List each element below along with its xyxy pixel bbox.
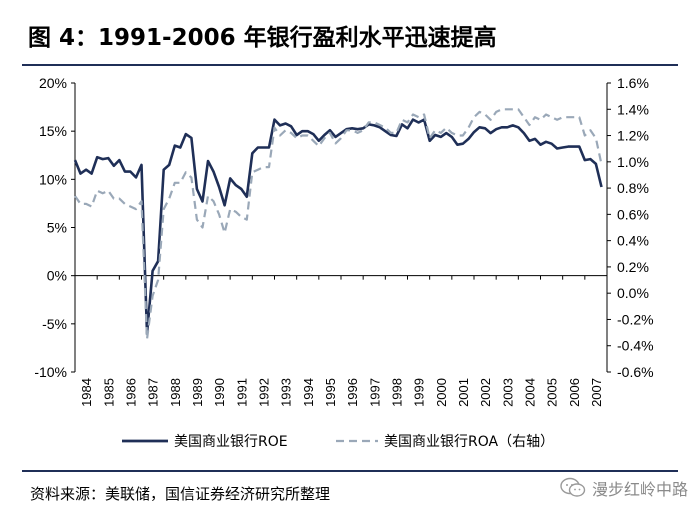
right-axis-ticks: 1.6% 1.4% 1.2% 1.0% 0.8% 0.6% 0.4% 0.2% 0.0% -0.2… [607, 75, 654, 380]
watermark: 漫步红岭中路 [560, 476, 688, 500]
left-tick-label: 5% [47, 220, 67, 236]
x-tick-label: 2005 [545, 378, 560, 407]
top-divider [22, 64, 678, 66]
right-tick-label: 1.2% [617, 128, 649, 144]
legend-roe-label: 美国商业银行ROE [174, 434, 288, 450]
x-tick-label: 1990 [212, 378, 227, 407]
right-tick-label: 1.6% [617, 75, 649, 91]
right-tick-label: 0.4% [617, 233, 649, 249]
x-tick-label: 2007 [589, 378, 604, 407]
left-tick-label: 20% [39, 75, 67, 91]
x-tick-label: 1984 [79, 378, 94, 407]
right-tick-label: 0.2% [617, 259, 649, 275]
x-tick-label: 2003 [500, 378, 515, 407]
title-bar: 图 4：1991-2006 年银行盈利水平迅速提高 [22, 5, 678, 65]
x-tick-label: 1989 [190, 378, 205, 407]
roa-line [74, 108, 603, 341]
x-tick-label: 1985 [101, 378, 116, 407]
x-tick-label: 2001 [456, 378, 471, 407]
legend-roa-label: 美国商业银行ROA（右轴） [384, 434, 554, 450]
right-tick-label: -0.2% [617, 311, 654, 327]
legend: 美国商业银行ROE 美国商业银行ROA（右轴） [122, 434, 554, 450]
x-tick-label: 1998 [389, 378, 404, 407]
chat-bubble-icon [560, 477, 586, 497]
source-note: 资料来源：美联储，国信证券经济研究所整理 [30, 485, 331, 503]
x-tick-label: 1996 [345, 378, 360, 407]
x-tick-label: 1999 [412, 378, 427, 407]
right-tick-label: 1.0% [617, 154, 649, 170]
x-tick-label: 1994 [301, 378, 316, 407]
watermark-text: 漫步红岭中路 [591, 480, 688, 499]
x-axis-ticks: 1984 1985 1986 1987 1988 1989 1990 1991 1992 1993… [74, 275, 608, 407]
right-tick-label: -0.4% [617, 338, 654, 354]
left-tick-label: -5% [42, 316, 67, 332]
x-tick-label: 1986 [123, 378, 138, 407]
left-tick-label: 10% [39, 171, 67, 187]
right-tick-label: 0.0% [617, 285, 649, 301]
right-tick-label: -0.6% [617, 364, 654, 380]
roe-roa-chart: 20% 15% 10% 5% 0% -5% -10% 1.6% 1.4% 1.2% 1.0% 0.8… [34, 75, 654, 450]
x-tick-label: 2006 [567, 378, 582, 407]
axes [74, 83, 608, 372]
x-tick-label: 1997 [367, 378, 382, 407]
x-tick-label: 2000 [434, 378, 449, 407]
left-tick-label: 0% [47, 268, 67, 284]
bottom-divider [22, 470, 678, 472]
right-tick-label: 0.6% [617, 206, 649, 222]
x-tick-label: 2002 [478, 378, 493, 407]
right-tick-label: 1.4% [617, 101, 649, 117]
x-tick-label: 1987 [146, 378, 161, 407]
x-tick-label: 1991 [234, 378, 249, 407]
x-tick-label: 2004 [522, 378, 537, 407]
left-tick-label: 15% [39, 123, 67, 139]
x-tick-label: 1993 [279, 378, 294, 407]
right-tick-label: 0.8% [617, 180, 649, 196]
left-tick-label: -10% [34, 364, 67, 380]
x-tick-label: 1992 [256, 378, 271, 407]
x-tick-label: 1995 [323, 378, 338, 407]
series [73, 108, 603, 341]
chart-title: 图 4：1991-2006 年银行盈利水平迅速提高 [28, 25, 497, 51]
roe-line [73, 118, 603, 335]
x-tick-label: 1988 [168, 378, 183, 407]
left-axis-ticks: 20% 15% 10% 5% 0% -5% -10% [34, 75, 75, 380]
